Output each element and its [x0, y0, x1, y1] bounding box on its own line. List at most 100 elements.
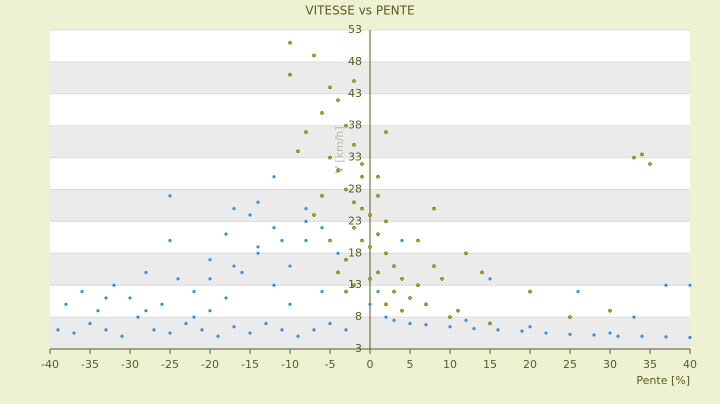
point — [688, 283, 692, 287]
point — [384, 315, 388, 319]
x-tick-label: 0 — [367, 358, 374, 371]
point — [304, 207, 308, 211]
point — [304, 238, 308, 243]
point — [368, 213, 372, 217]
point — [56, 328, 60, 332]
x-tick-label: -30 — [121, 358, 139, 371]
point — [376, 194, 380, 198]
point — [224, 296, 228, 300]
point — [416, 238, 420, 243]
y-axis-label: V [km/h] — [333, 126, 346, 173]
point — [352, 283, 356, 288]
point — [616, 334, 620, 338]
x-tick-label: 35 — [643, 358, 657, 371]
point — [344, 187, 348, 192]
point — [520, 329, 524, 333]
point — [648, 162, 652, 166]
point — [376, 289, 380, 294]
point — [344, 123, 348, 128]
point — [400, 308, 404, 313]
point — [192, 315, 196, 319]
point — [688, 335, 692, 340]
point — [360, 206, 364, 211]
point — [248, 213, 252, 217]
point — [320, 226, 324, 230]
point — [488, 277, 492, 281]
x-tick-label: 25 — [563, 358, 577, 371]
point — [296, 149, 300, 154]
point — [88, 321, 92, 326]
point — [400, 276, 404, 281]
point — [496, 328, 500, 332]
point — [288, 302, 292, 306]
point — [632, 315, 636, 319]
y-tick-label: 28 — [348, 183, 362, 196]
x-tick-label: 20 — [523, 358, 537, 371]
point — [368, 276, 372, 281]
point — [456, 308, 460, 313]
point — [328, 85, 332, 90]
point — [344, 257, 348, 262]
point — [280, 328, 284, 332]
point — [440, 276, 444, 281]
point — [144, 309, 148, 313]
point — [544, 331, 548, 335]
point — [72, 331, 76, 335]
point — [384, 302, 388, 307]
point — [336, 270, 340, 275]
point — [112, 283, 116, 287]
point — [336, 98, 340, 103]
point — [360, 174, 364, 179]
point — [224, 232, 228, 236]
x-tick-label: -40 — [41, 358, 59, 371]
point — [256, 200, 260, 204]
point — [640, 334, 644, 338]
point — [392, 318, 396, 322]
point — [376, 232, 380, 237]
point — [272, 283, 276, 287]
point — [272, 175, 276, 179]
x-axis-label: Pente [%] — [636, 374, 690, 387]
point — [312, 213, 316, 217]
point — [528, 289, 532, 294]
y-tick-label: 43 — [348, 87, 362, 100]
point — [408, 296, 412, 300]
point — [168, 194, 172, 198]
point — [352, 225, 356, 230]
y-tick-label: 8 — [355, 310, 362, 323]
point — [376, 270, 380, 275]
point — [432, 206, 436, 211]
y-tick-label: 38 — [348, 119, 362, 132]
x-tick-label: 15 — [483, 358, 497, 371]
point — [328, 238, 332, 243]
point — [280, 238, 284, 243]
x-tick-label: -20 — [201, 358, 219, 371]
y-tick-label: 33 — [348, 151, 362, 164]
point — [248, 331, 252, 335]
point — [352, 142, 356, 147]
point — [312, 53, 316, 58]
point — [664, 283, 668, 287]
point — [208, 277, 212, 281]
point — [320, 111, 324, 115]
y-tick-label: 53 — [348, 23, 362, 36]
point — [80, 289, 84, 294]
point — [304, 130, 308, 134]
x-tick-label: -10 — [281, 358, 299, 371]
point — [464, 251, 468, 256]
point — [384, 251, 388, 256]
point — [208, 309, 212, 313]
point — [264, 321, 268, 326]
point — [168, 238, 172, 243]
point — [128, 296, 132, 300]
point — [192, 289, 196, 294]
x-tick-label: -5 — [325, 358, 336, 371]
x-tick-label: 10 — [443, 358, 457, 371]
point — [200, 328, 204, 332]
point — [368, 245, 372, 249]
point — [392, 289, 396, 294]
point — [640, 152, 644, 157]
point — [384, 219, 388, 224]
point — [344, 328, 348, 332]
point — [96, 309, 100, 313]
